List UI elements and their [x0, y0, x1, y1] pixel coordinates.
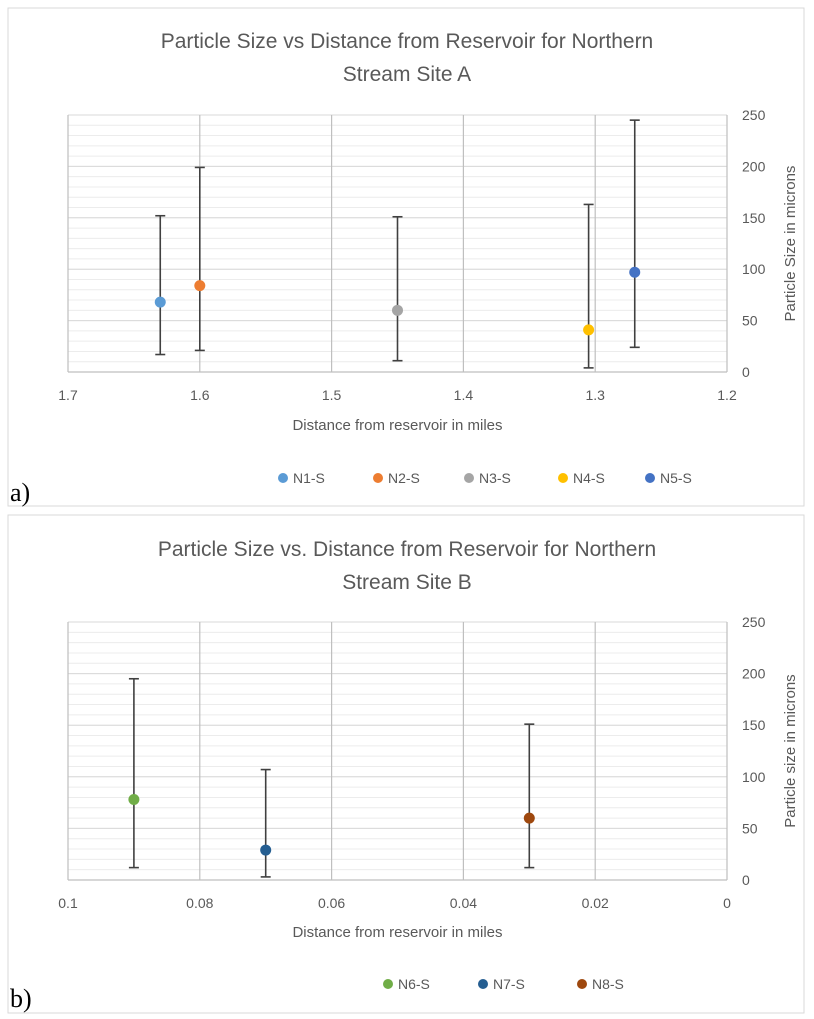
chart-b: Particle Size vs. Distance from Reservoi… — [7, 514, 805, 1014]
legend-marker-n2-s — [373, 473, 383, 483]
legend-label-n6-s: N6-S — [398, 976, 430, 992]
data-point-n1-s — [154, 296, 166, 308]
chart-a: Particle Size vs Distance from Reservoir… — [7, 7, 805, 507]
chart-panel-b: Particle Size vs. Distance from Reservoi… — [0, 510, 814, 1019]
y-tick-label: 250 — [742, 614, 766, 630]
legend-label-n3-s: N3-S — [479, 470, 511, 486]
y-tick-label: 200 — [742, 158, 766, 174]
legend-marker-n7-s — [478, 979, 488, 989]
chart-title-line: Particle Size vs. Distance from Reservoi… — [158, 538, 656, 561]
legend-label-n8-s: N8-S — [592, 976, 624, 992]
legend-label-n7-s: N7-S — [493, 976, 525, 992]
legend-label-n2-s: N2-S — [388, 470, 420, 486]
x-tick-label: 0.06 — [318, 895, 345, 911]
legend-label-n4-s: N4-S — [573, 470, 605, 486]
legend-marker-n5-s — [645, 473, 655, 483]
y-tick-label: 150 — [742, 717, 766, 733]
chart-title-line: Particle Size vs Distance from Reservoir… — [161, 30, 654, 53]
y-tick-label: 100 — [742, 261, 766, 277]
chart-title-line: Stream Site A — [343, 63, 471, 86]
data-point-n6-s — [128, 794, 140, 806]
panel-label-a: a) — [10, 478, 31, 507]
x-tick-label: 1.6 — [190, 387, 210, 403]
x-tick-label: 1.4 — [454, 387, 474, 403]
data-point-n8-s — [523, 812, 535, 824]
x-tick-label: 0.08 — [186, 895, 213, 911]
y-tick-label: 250 — [742, 107, 766, 123]
y-tick-label: 100 — [742, 769, 766, 785]
data-point-n2-s — [194, 280, 206, 292]
y-axis-title: Particle size in microns — [782, 674, 799, 827]
y-tick-label: 200 — [742, 666, 766, 682]
data-point-n5-s — [629, 266, 641, 278]
x-tick-label: 0.02 — [582, 895, 609, 911]
x-tick-label: 1.5 — [322, 387, 342, 403]
legend-marker-n1-s — [278, 473, 288, 483]
y-tick-label: 0 — [742, 364, 750, 380]
y-tick-label: 50 — [742, 820, 758, 836]
x-axis-title: Distance from reservoir in miles — [292, 417, 502, 434]
chart-frame — [7, 514, 805, 1014]
x-tick-label: 1.3 — [585, 387, 605, 403]
y-tick-label: 50 — [742, 313, 758, 329]
data-point-n4-s — [583, 324, 595, 336]
x-axis-title: Distance from reservoir in miles — [292, 924, 502, 941]
legend-marker-n6-s — [383, 979, 393, 989]
legend-marker-n4-s — [558, 473, 568, 483]
x-tick-label: 1.2 — [717, 387, 737, 403]
y-axis-title: Particle Size in microns — [782, 166, 799, 322]
legend-marker-n3-s — [464, 473, 474, 483]
y-tick-label: 150 — [742, 210, 766, 226]
chart-frame — [7, 7, 805, 507]
panel-label-b: b) — [10, 984, 32, 1013]
y-tick-label: 0 — [742, 872, 750, 888]
legend-marker-n8-s — [577, 979, 587, 989]
chart-title-line: Stream Site B — [342, 571, 472, 594]
x-tick-label: 1.7 — [58, 387, 78, 403]
x-tick-label: 0.04 — [450, 895, 477, 911]
x-tick-label: 0 — [723, 895, 731, 911]
data-point-n3-s — [392, 304, 403, 316]
chart-panel-a: Particle Size vs Distance from Reservoir… — [7, 7, 805, 507]
data-point-n7-s — [260, 844, 272, 856]
legend-label-n5-s: N5-S — [660, 470, 692, 486]
x-tick-label: 0.1 — [58, 895, 78, 911]
legend-label-n1-s: N1-S — [293, 470, 325, 486]
